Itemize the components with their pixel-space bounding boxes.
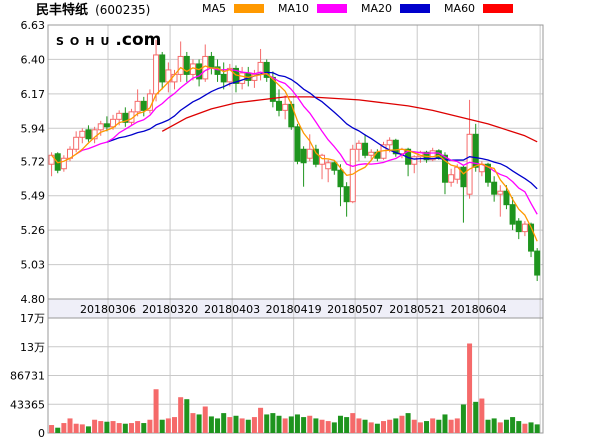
stock-title: 民丰特纸 (600235)	[36, 0, 202, 18]
svg-text:6.40: 6.40	[21, 53, 46, 66]
svg-text:4.80: 4.80	[21, 293, 46, 306]
legend-swatch-ma20	[400, 4, 431, 13]
svg-text:20180320: 20180320	[142, 303, 198, 316]
volume-bars	[49, 343, 540, 433]
legend-label-ma5: MA5	[202, 2, 227, 15]
legend-item-ma5: MA5	[202, 2, 265, 15]
volume-axis-labels: 17万 13万 86731 43365 0	[10, 312, 45, 440]
chart-header: 民丰特纸 (600235) MA5 MA10 MA20 MA60	[0, 0, 600, 18]
legend-swatch-ma5	[234, 4, 265, 13]
ma5-line	[51, 65, 538, 242]
svg-text:20180419: 20180419	[266, 303, 322, 316]
svg-text:5.72: 5.72	[21, 155, 46, 168]
legend-label-ma10: MA10	[278, 2, 310, 15]
svg-text:6.63: 6.63	[21, 19, 46, 32]
stock-code: (600235)	[95, 3, 151, 17]
svg-text:20180521: 20180521	[389, 303, 445, 316]
svg-text:13万: 13万	[20, 341, 45, 354]
legend-swatch-ma10	[317, 4, 348, 13]
svg-text:86731: 86731	[10, 369, 45, 382]
svg-text:5.49: 5.49	[21, 190, 46, 203]
svg-text:43365: 43365	[10, 398, 45, 411]
svg-text:17万: 17万	[20, 312, 45, 325]
date-axis-band	[48, 299, 543, 318]
svg-text:5.26: 5.26	[21, 224, 46, 237]
legend-item-ma10: MA10	[278, 2, 348, 15]
legend-item-ma20: MA20	[361, 2, 431, 15]
legend-label-ma60: MA60	[444, 2, 476, 15]
svg-text:6.17: 6.17	[21, 88, 46, 101]
ma10-line	[75, 67, 538, 215]
legend-item-ma60: MA60	[444, 2, 514, 15]
price-axis-labels: 6.63 6.40 6.17 5.94 5.72 5.49 5.26 5.03 4.80	[21, 19, 46, 306]
svg-text:20180403: 20180403	[204, 303, 260, 316]
svg-text:20180306: 20180306	[80, 303, 136, 316]
ma-legend: MA5 MA10 MA20 MA60	[202, 2, 527, 15]
legend-swatch-ma60	[483, 4, 514, 13]
svg-text:5.03: 5.03	[21, 259, 46, 272]
svg-text:20180604: 20180604	[451, 303, 507, 316]
svg-text:5.94: 5.94	[21, 122, 46, 135]
candlesticks	[48, 39, 541, 282]
stock-name: 民丰特纸	[36, 3, 89, 18]
legend-label-ma20: MA20	[361, 2, 393, 15]
svg-text:0: 0	[38, 427, 45, 440]
svg-text:20180507: 20180507	[327, 303, 383, 316]
sohu-watermark: SOHU.com	[56, 30, 161, 50]
ma20-line	[106, 71, 538, 190]
ma60-line	[161, 96, 538, 143]
date-axis-labels: 20180306 20180320 20180403 20180419 20180507…	[80, 303, 507, 316]
